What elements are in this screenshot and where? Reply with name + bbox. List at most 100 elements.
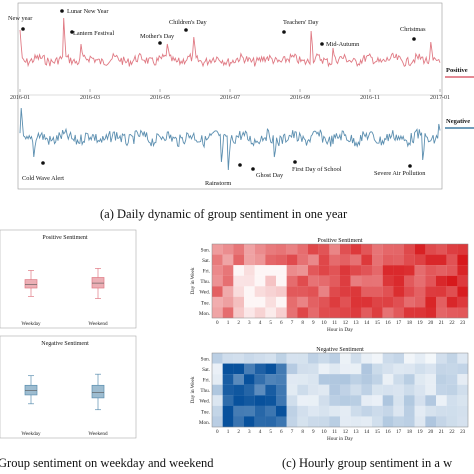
heatmap-hour-label: 21 — [439, 320, 445, 326]
heatmap-cell — [318, 307, 330, 319]
heatmap-cell — [404, 384, 415, 396]
heatmap-cell — [372, 405, 383, 417]
heatmap-cell — [233, 405, 245, 417]
heatmap-cell — [254, 395, 266, 406]
heatmap-cell — [436, 374, 447, 385]
heatmap-cell — [446, 244, 458, 255]
x-tick-label: 2016-09 — [290, 95, 310, 101]
heatmap-cell — [308, 353, 319, 364]
heatmap-day-label: Thu. — [200, 279, 210, 285]
heatmap-day-label: Mon. — [199, 420, 210, 426]
heatmap-cell — [425, 244, 437, 255]
heatmap-hour-label: 3 — [248, 429, 251, 435]
heatmap-cell — [414, 254, 426, 266]
box-category-label: Weekday — [21, 321, 41, 327]
heatmap-hour-label: 9 — [312, 320, 315, 326]
heatmap-cell — [340, 275, 351, 287]
heatmap-cell — [414, 374, 426, 385]
heatmap-hour-label: 2 — [237, 429, 240, 435]
positive-annotation-marker — [60, 9, 64, 13]
heatmap-cell — [254, 353, 266, 364]
heatmap-cell — [340, 384, 351, 396]
heatmap-day-label: Thu. — [200, 388, 210, 394]
box-panel-title: Negative Sentiment — [41, 341, 89, 347]
heatmap-cell — [308, 244, 319, 255]
heatmap-day-label: Fri. — [203, 378, 210, 384]
heatmap-cell — [265, 416, 277, 428]
heatmap-cell — [254, 307, 266, 319]
legend-positive-label: Positive — [446, 67, 468, 74]
heatmap-cell — [372, 244, 383, 255]
heatmap-hour-label: 0 — [216, 320, 219, 326]
heatmap-hour-label: 18 — [407, 429, 413, 435]
heatmap-cell — [254, 265, 266, 276]
heatmap-hour-label: 23 — [460, 320, 466, 326]
heatmap-cell — [404, 374, 415, 385]
x-tick-label: 2016-11 — [360, 95, 380, 101]
heatmap-cell — [329, 395, 341, 406]
heatmap-cell — [350, 307, 362, 319]
heatmap-cell — [350, 416, 362, 428]
heatmap-cell — [414, 307, 426, 319]
heatmap-cell — [393, 384, 405, 396]
heatmap-cell — [233, 275, 245, 287]
heatmap-cell — [233, 374, 245, 385]
heatmap-cell — [212, 416, 223, 428]
heatmap-cell — [308, 374, 319, 385]
heatmap-cell — [457, 395, 469, 406]
x-tick-label: 2016-01 — [10, 95, 30, 101]
heatmap-cell — [382, 254, 394, 266]
heatmap-cell — [329, 363, 341, 375]
heatmap-cell — [276, 286, 287, 297]
heatmap-hour-label: 1 — [227, 320, 230, 326]
heatmap-cell — [425, 395, 437, 406]
heatmap-cell — [372, 286, 383, 297]
heatmap-cell — [446, 286, 458, 297]
heatmap-frame — [211, 352, 469, 428]
heatmap-cell — [457, 265, 469, 276]
heatmap-cell — [393, 363, 405, 375]
heatmap-cell — [457, 244, 469, 255]
heatmap-cell — [393, 296, 405, 308]
heatmap-cell — [222, 395, 234, 406]
heatmap-hour-label: 13 — [353, 320, 359, 326]
heatmap-cell — [212, 395, 223, 406]
heatmap-cell — [446, 254, 458, 266]
positive-series-line — [19, 17, 441, 68]
negative-annotation-label: Ghost Day — [256, 172, 284, 179]
heatmap-cell — [222, 416, 234, 428]
heatmap-cell — [265, 275, 277, 287]
heatmap-cell — [425, 286, 437, 297]
negative-annotation-label: Cold Wave Alert — [22, 175, 64, 182]
heatmap-cell — [457, 296, 469, 308]
heatmap-cell — [457, 254, 469, 266]
heatmap-cell — [340, 286, 351, 297]
heatmap-cell — [361, 275, 373, 287]
heatmap-cell — [265, 395, 277, 406]
heatmap-cell — [414, 395, 426, 406]
heatmap-hour-label: 7 — [291, 429, 294, 435]
heatmap-cell — [382, 286, 394, 297]
heatmap-cell — [286, 363, 298, 375]
heatmap-cell — [318, 405, 330, 417]
heatmap-hour-label: 17 — [396, 429, 402, 435]
heatmap-cell — [393, 395, 405, 406]
heatmap-cell — [340, 405, 351, 417]
heatmap-cell — [436, 254, 447, 266]
heatmap-cell — [372, 307, 383, 319]
heatmap-cell — [446, 363, 458, 375]
heatmap-cell — [404, 286, 415, 297]
heatmap-hour-label: 22 — [449, 429, 455, 435]
heatmap-hour-label: 19 — [417, 320, 423, 326]
heatmap-hour-label: 18 — [407, 320, 413, 326]
heatmap-cell — [372, 395, 383, 406]
heatmap-day-label: Sat. — [202, 367, 210, 373]
x-tick-label: 2016-05 — [150, 95, 170, 101]
heatmap-cell — [382, 384, 394, 396]
heatmap-cell — [318, 416, 330, 428]
heatmap-cell — [329, 416, 341, 428]
heatmap-cell — [254, 416, 266, 428]
heatmap-cell — [361, 353, 373, 364]
heatmap-cell — [276, 307, 287, 319]
heatmap-cell — [265, 286, 277, 297]
